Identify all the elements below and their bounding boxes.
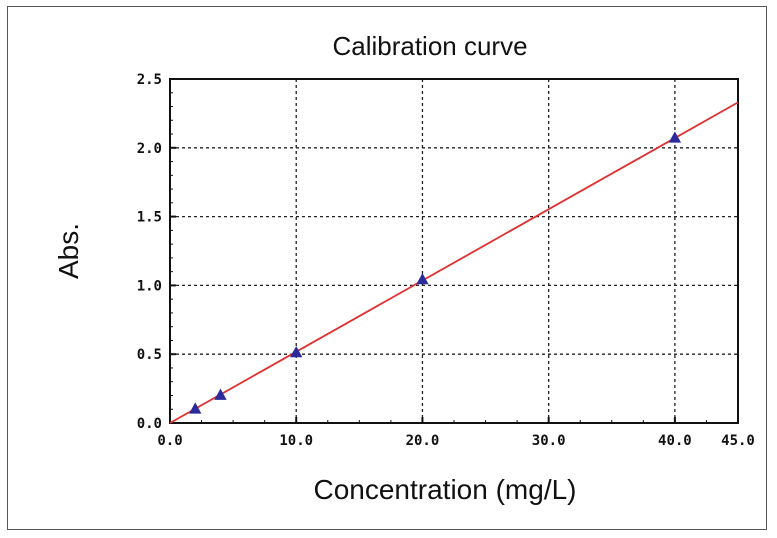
x-axis-ticks: 0.0 10.0 20.0 30.0 40.0 45.0: [157, 417, 755, 449]
data-point-triangle: [214, 388, 227, 400]
y-axis-label: Abs.: [53, 223, 84, 279]
chart-frame: Calibration curve 0.0 0.5 1.0 1.5 2.0 2.5 0.0…: [7, 6, 767, 530]
x-tick-label: 20.0: [406, 433, 440, 449]
x-tick-label: 0.0: [157, 433, 182, 449]
y-tick-label: 0.5: [137, 347, 162, 363]
plot-area: [169, 78, 739, 424]
x-tick-label: 10.0: [279, 433, 313, 449]
chart-title: Calibration curve: [332, 31, 527, 61]
y-axis-ticks: 0.0 0.5 1.0 1.5 2.0 2.5: [137, 72, 176, 432]
x-tick-label: 40.0: [658, 433, 692, 449]
y-tick-label: 1.5: [137, 210, 162, 226]
data-point-triangle: [668, 131, 682, 143]
x-tick-label: 30.0: [532, 433, 566, 449]
series-layer: [169, 101, 739, 424]
y-tick-label: 0.0: [137, 416, 162, 432]
data-point-triangle: [290, 345, 303, 358]
x-tick-label: 45.0: [721, 433, 755, 449]
data-point-triangle: [189, 402, 202, 414]
x-axis-label: Concentration (mg/L): [313, 474, 576, 505]
calibration-fit-line: [169, 101, 739, 424]
y-tick-label: 1.0: [137, 278, 162, 294]
y-tick-label: 2.0: [137, 141, 162, 157]
grid-lines: [170, 79, 738, 423]
y-tick-label: 2.5: [137, 72, 162, 88]
data-point-triangle: [416, 273, 429, 285]
calibration-chart: Calibration curve 0.0 0.5 1.0 1.5 2.0 2.5 0.0…: [53, 31, 755, 505]
